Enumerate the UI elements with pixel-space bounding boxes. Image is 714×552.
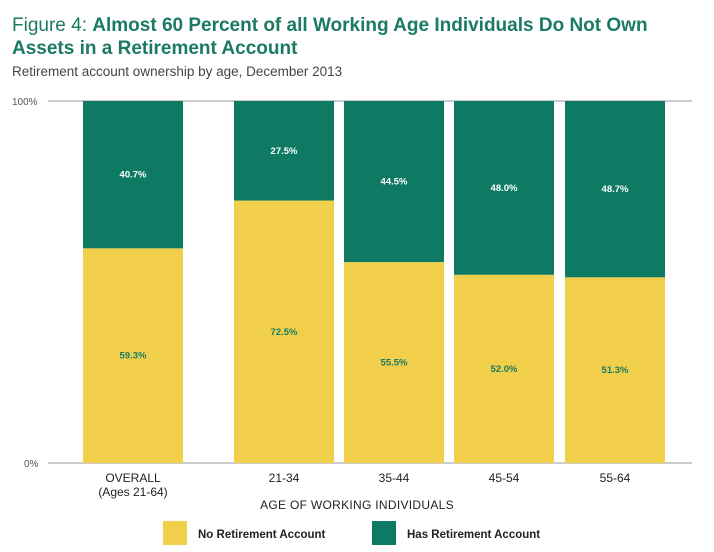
x-tick-label: OVERALL [105,471,161,485]
bar-segment-no-retirement [454,274,554,463]
y-tick-label: 0% [24,459,39,470]
data-label-no-retirement: 59.3% [120,351,147,362]
x-tick-label: (Ages 21-64) [98,485,167,499]
y-tick-label: 100% [12,97,38,108]
x-tick-label: 45-54 [489,471,520,485]
bar-segment-no-retirement [234,200,334,464]
data-label-no-retirement: 55.5% [381,358,408,369]
x-tick-label: 55-64 [600,471,631,485]
x-axis-title: AGE OF WORKING INDIVIDUALS [260,498,454,512]
bar-segment-has-retirement [344,101,444,263]
x-tick-label: 35-44 [379,471,410,485]
data-label-has-retirement: 44.5% [381,177,408,188]
chart-title: Figure 4: Almost 60 Percent of all Worki… [12,14,702,60]
bar-segment-no-retirement [565,277,665,463]
bar-segment-has-retirement [565,101,665,278]
x-tick-label: 21-34 [269,471,300,485]
legend-swatch-has-retirement [372,521,396,545]
data-label-no-retirement: 51.3% [602,365,629,376]
chart-subtitle: Retirement account ownership by age, Dec… [12,64,343,79]
bar-segment-has-retirement [83,101,183,249]
data-label-no-retirement: 52.0% [491,364,518,375]
bar-segment-has-retirement [454,101,554,275]
data-label-has-retirement: 48.0% [491,183,518,194]
bar-segment-no-retirement [344,262,444,463]
bar-segment-has-retirement [234,101,334,201]
legend-label-no-retirement: No Retirement Account [198,529,326,541]
data-label-no-retirement: 72.5% [271,327,298,338]
legend-label-has-retirement: Has Retirement Account [407,529,540,541]
bar-segment-no-retirement [83,248,183,463]
title-main: Almost 60 Percent of all Working Age Ind… [12,15,648,59]
legend-swatch-no-retirement [163,521,187,545]
data-label-has-retirement: 27.5% [271,146,298,157]
data-label-has-retirement: 40.7% [120,170,147,181]
data-label-has-retirement: 48.7% [602,184,629,195]
title-prefix: Figure 4: [12,15,93,36]
